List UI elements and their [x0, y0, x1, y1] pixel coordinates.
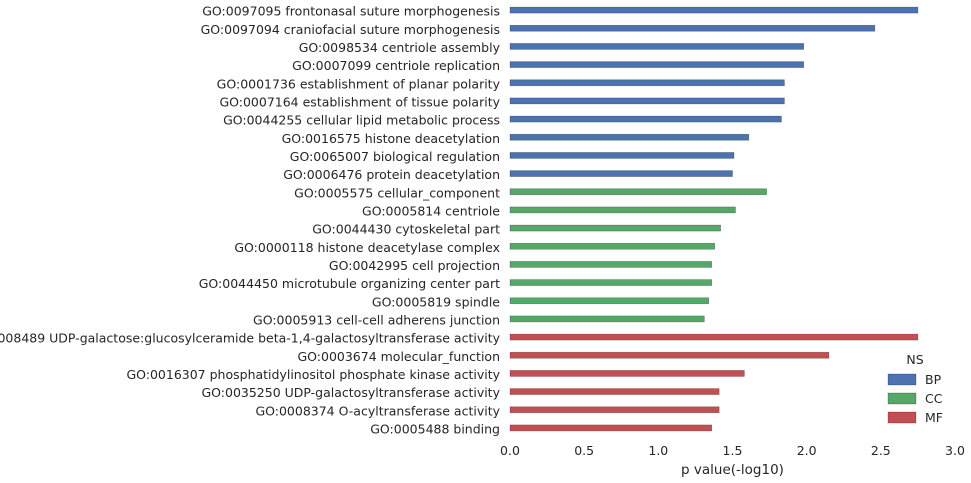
bar-cc: [509, 242, 715, 250]
category-label: GO:0005488 binding: [370, 421, 500, 436]
category-label: GO:0016575 histone deacetylation: [282, 131, 500, 146]
legend-title: NS: [906, 352, 923, 367]
bars-layer: [509, 6, 919, 432]
bar-mf: [509, 333, 919, 341]
bar-bp: [509, 152, 735, 159]
category-label: GO:0003674 molecular_function: [297, 349, 500, 364]
x-tick-label: 2.0: [797, 443, 817, 458]
category-label: GO:0097095 frontonasal suture morphogene…: [202, 4, 500, 19]
x-axis-ticks: 0.0 0.5 1.0 1.5 2.0 2.5 3.0: [500, 443, 965, 458]
category-label: GO:0044430 cytoskeletal part: [312, 222, 500, 237]
category-label: GO:0006476 protein deacetylation: [283, 167, 500, 182]
bar-bp: [509, 133, 750, 141]
x-tick-label: 1.5: [723, 443, 743, 458]
bar-mf: [509, 388, 720, 395]
bar-bp: [509, 115, 782, 123]
x-tick-label: 0.5: [574, 443, 594, 458]
category-label: GO:0044450 microtubule organizing center…: [199, 276, 500, 291]
bar-bp: [509, 170, 733, 177]
bar-bp: [509, 43, 805, 50]
category-label: GO:0007164 establishment of tissue polar…: [219, 94, 500, 109]
bar-cc: [509, 224, 721, 232]
bar-cc: [509, 279, 713, 286]
bar-bp: [509, 6, 919, 14]
category-label: GO:0008489 UDP-galactose:glucosylceramid…: [0, 331, 501, 346]
legend-label-cc: CC: [925, 391, 943, 406]
x-tick-label: 1.0: [648, 443, 668, 458]
bar-cc: [509, 315, 705, 323]
legend-label-mf: MF: [925, 410, 943, 425]
bar-mf: [509, 351, 830, 359]
category-label: GO:0005575 cellular_component: [294, 185, 500, 200]
bar-bp: [509, 24, 876, 32]
category-label: GO:0005913 cell-cell adherens junction: [253, 312, 500, 327]
legend-swatch-mf: [887, 411, 917, 424]
x-tick-label: 3.0: [945, 443, 965, 458]
category-label: GO:0042995 cell projection: [329, 258, 500, 273]
category-label: GO:0098534 centriole assembly: [299, 40, 501, 55]
category-label: GO:0044255 cellular lipid metabolic proc…: [223, 113, 500, 128]
legend: NS BP CC MF: [887, 352, 943, 425]
category-label: GO:0035250 UDP-galactosyltransferase act…: [201, 385, 500, 400]
category-label: GO:0016307 phosphatidylinositol phosphat…: [126, 367, 500, 382]
bar-cc: [509, 188, 767, 196]
category-label: GO:0097094 craniofacial suture morphogen…: [201, 22, 500, 37]
bar-cc: [509, 206, 736, 214]
category-label: GO:0065007 biological regulation: [290, 149, 500, 164]
bar-cc: [509, 297, 710, 305]
bar-mf: [509, 406, 720, 414]
legend-items: BP CC MF: [887, 372, 943, 425]
bar-cc: [509, 261, 713, 268]
category-label: GO:0007099 centriole replication: [292, 58, 500, 73]
category-label: GO:0005814 centriole: [362, 203, 500, 218]
legend-swatch-cc: [887, 392, 917, 405]
bar-mf: [509, 370, 745, 377]
bar-bp: [509, 61, 805, 68]
bar-bp: [509, 97, 785, 105]
legend-label-bp: BP: [925, 372, 942, 387]
category-label: GO:0005819 spindle: [372, 294, 500, 309]
category-labels: GO:0097095 frontonasal suture morphogene…: [0, 4, 501, 437]
bar-mf: [509, 424, 713, 432]
category-label: GO:0000118 histone deacetylase complex: [234, 240, 500, 255]
x-tick-label: 2.5: [871, 443, 891, 458]
bar-bp: [509, 79, 785, 87]
x-tick-label: 0.0: [500, 443, 520, 458]
category-label: GO:0008374 O-acyltransferase activity: [255, 403, 500, 418]
category-label: GO:0001736 establishment of planar polar…: [217, 76, 501, 91]
x-axis-title: p value(-log10): [681, 462, 784, 478]
legend-swatch-bp: [887, 373, 917, 386]
